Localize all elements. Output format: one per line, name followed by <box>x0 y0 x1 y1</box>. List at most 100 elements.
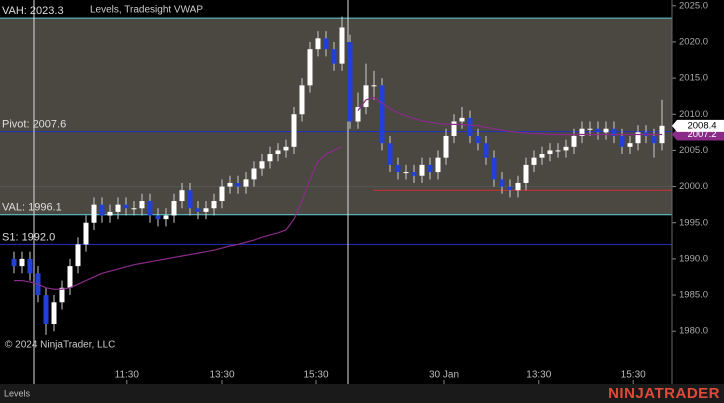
candle-body <box>475 135 481 144</box>
candle-body <box>115 204 121 212</box>
candle-body <box>635 132 641 144</box>
y-tick-label: 2005.0 <box>679 145 708 156</box>
candle-body <box>163 215 169 220</box>
candle-body <box>603 128 609 133</box>
candle-body <box>547 150 553 155</box>
candle-body <box>19 258 25 267</box>
candle-body <box>491 157 497 180</box>
y-tick-label: 2020.0 <box>679 36 708 47</box>
candle-body <box>147 201 153 216</box>
y-tick-label: 1980.0 <box>679 326 708 337</box>
level-label: VAL: 1996.1 <box>2 202 62 214</box>
candle-body <box>107 211 113 216</box>
candle-body <box>131 208 137 210</box>
candle-body <box>331 49 337 64</box>
level-label: VAH: 2023.3 <box>2 5 64 17</box>
x-tick-label: 15:30 <box>621 370 646 381</box>
level-label: S1: 1992.0 <box>2 231 55 243</box>
candle-body <box>395 164 401 173</box>
candle-body <box>355 107 361 122</box>
candle-body <box>179 190 185 202</box>
candle-body <box>275 150 281 155</box>
candle-body <box>427 164 433 173</box>
candle-body <box>99 204 105 216</box>
candle-body <box>307 49 313 86</box>
candle-body <box>123 204 129 209</box>
candle-body <box>27 258 33 274</box>
x-tick-label: 13:30 <box>526 370 551 381</box>
candle-body <box>379 85 385 144</box>
candle-body <box>59 287 65 303</box>
candle-body <box>139 201 145 209</box>
x-tick-label: 11:30 <box>115 370 140 381</box>
candle-body <box>43 295 49 324</box>
x-tick-label: 15:30 <box>303 370 328 381</box>
candle-body <box>211 201 217 209</box>
logo: NINJATRADER <box>608 385 720 402</box>
candle-body <box>323 38 329 50</box>
candle-body <box>299 85 305 115</box>
last-price-label-box <box>672 119 724 132</box>
value-area <box>0 18 672 215</box>
candle-body <box>531 157 537 165</box>
chart-title: Levels, Tradesight VWAP <box>90 5 203 16</box>
candle-body <box>499 179 505 187</box>
candle-body <box>315 38 321 50</box>
candle-body <box>539 154 545 158</box>
candle-body <box>171 201 177 216</box>
candle-body <box>243 179 249 187</box>
candle-body <box>203 208 209 212</box>
candle-body <box>363 85 369 108</box>
candle-body <box>91 204 97 223</box>
candle-body <box>507 186 513 191</box>
candle-body <box>555 150 561 152</box>
candle-body <box>235 182 241 187</box>
y-tick-label: 2015.0 <box>679 73 708 84</box>
candle-body <box>75 244 81 267</box>
y-tick-label: 1990.0 <box>679 253 708 264</box>
tab-label[interactable]: Levels <box>4 388 31 398</box>
candle-body <box>227 182 233 187</box>
copyright: © 2024 NinjaTrader, LLC <box>5 340 115 351</box>
footer <box>0 384 724 403</box>
candle-body <box>83 222 89 245</box>
candle-body <box>411 172 417 176</box>
candle-body <box>11 258 17 267</box>
candle-body <box>187 190 193 209</box>
candle-body <box>251 168 257 180</box>
candle-body <box>563 146 569 151</box>
candle-body <box>195 208 201 212</box>
candle-body <box>339 27 345 64</box>
x-tick-label: 30 Jan <box>429 370 459 381</box>
candle-body <box>291 114 297 147</box>
candle-body <box>483 143 489 158</box>
y-tick-label: 2000.0 <box>679 181 708 192</box>
candle-body <box>403 172 409 174</box>
candle-body <box>259 161 265 169</box>
candle-body <box>419 164 425 176</box>
plot-area: 11:30 13:30 15:30 30 Jan 13:30 15:30 VAH: 2023… <box>0 0 672 384</box>
last-price-label: 2008.4 <box>687 120 716 131</box>
y-tick-label: 1985.0 <box>679 290 708 301</box>
vwap-line <box>14 96 662 290</box>
x-tick-label: 13:30 <box>209 370 234 381</box>
candle-body <box>579 128 585 136</box>
candle-body <box>347 41 353 122</box>
candle-body <box>283 146 289 151</box>
candle-body <box>571 135 577 147</box>
y-tick-label: 2010.0 <box>679 109 708 120</box>
candle-body <box>523 164 529 183</box>
candle-body <box>387 143 393 165</box>
vwap-price-label: 2007.2 <box>687 129 716 140</box>
candle-body <box>627 143 633 147</box>
candle-body <box>51 302 57 324</box>
candle-body <box>451 121 457 136</box>
candle-body <box>67 266 73 288</box>
candle-body <box>267 154 273 162</box>
candle-body <box>459 117 465 122</box>
candle-body <box>435 157 441 173</box>
candle-body <box>611 128 617 136</box>
y-tick-label: 2025.0 <box>679 0 708 11</box>
candle-body <box>651 135 657 144</box>
